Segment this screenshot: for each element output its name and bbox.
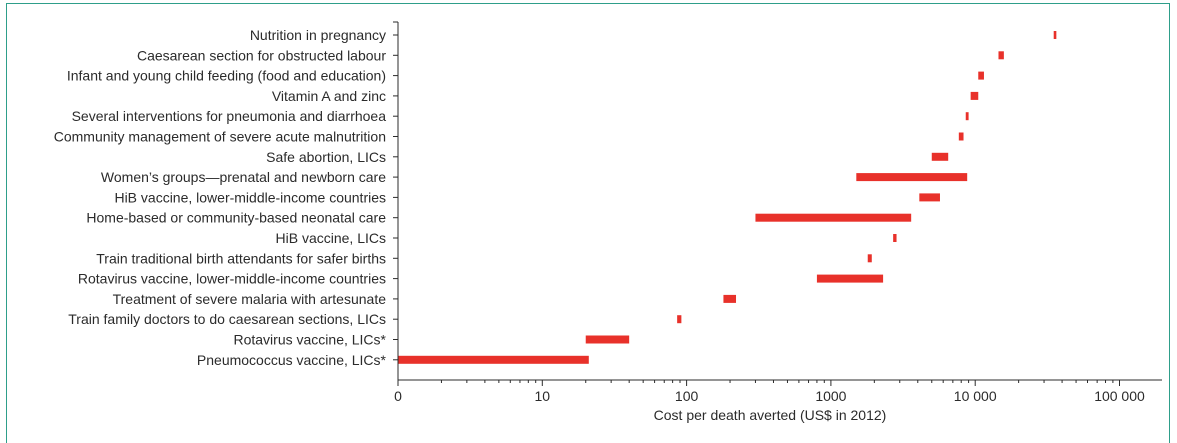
range-bar — [398, 355, 589, 364]
category-label: Rotavirus vaccine, lower-middle-income c… — [78, 271, 386, 287]
x-tick-label: 100 — [675, 388, 699, 404]
category-label: Several interventions for pneumonia and … — [72, 108, 387, 124]
category-label: Nutrition in pregnancy — [250, 27, 386, 43]
x-tick-label: 1000 — [815, 388, 846, 404]
range-bar — [816, 274, 884, 283]
range-bar — [867, 254, 872, 263]
category-label: Pneumococcus vaccine, LICs* — [197, 352, 387, 368]
x-tick-label: 10 000 — [954, 388, 997, 404]
category-label: Train family doctors to do caesarean sec… — [68, 311, 386, 327]
range-bar — [856, 173, 968, 182]
category-label: Community management of severe acute mal… — [54, 129, 386, 145]
category-label: Infant and young child feeding (food and… — [67, 68, 386, 84]
category-label: HiB vaccine, lower-middle-income countri… — [114, 189, 386, 205]
range-bar — [677, 315, 682, 324]
category-label: Treatment of severe malaria with artesun… — [113, 291, 387, 307]
range-bar — [978, 71, 984, 80]
range-bar — [931, 152, 949, 161]
range-bar — [585, 335, 630, 344]
category-label: Train traditional birth attendants for s… — [96, 250, 386, 266]
chart-frame — [6, 3, 1170, 443]
category-label: Home-based or community-based neonatal c… — [86, 210, 386, 226]
x-tick-label: 0 — [394, 388, 402, 404]
range-bar — [893, 234, 897, 242]
x-tick-label: 100 000 — [1094, 388, 1145, 404]
range-bar — [958, 132, 964, 141]
category-label: Vitamin A and zinc — [272, 88, 386, 104]
range-bar — [970, 91, 979, 100]
range-bar — [998, 51, 1004, 60]
range-bar — [965, 112, 969, 121]
chart-svg: Nutrition in pregnancy Caesarean section … — [54, 21, 1162, 423]
range-bar — [919, 193, 940, 202]
range-bar — [1053, 31, 1057, 39]
range-bar — [755, 213, 912, 222]
x-tick-label: 10 — [535, 388, 551, 404]
category-label: HiB vaccine, LICs — [276, 230, 386, 246]
range-bar — [723, 294, 737, 303]
category-label: Women’s groups—prenatal and newborn care — [101, 169, 386, 185]
category-label: Caesarean section for obstructed labour — [137, 47, 386, 63]
category-label: Rotavirus vaccine, LICs* — [233, 332, 386, 348]
category-label: Safe abortion, LICs — [266, 149, 386, 165]
x-axis-label: Cost per death averted (US$ in 2012) — [654, 407, 887, 423]
